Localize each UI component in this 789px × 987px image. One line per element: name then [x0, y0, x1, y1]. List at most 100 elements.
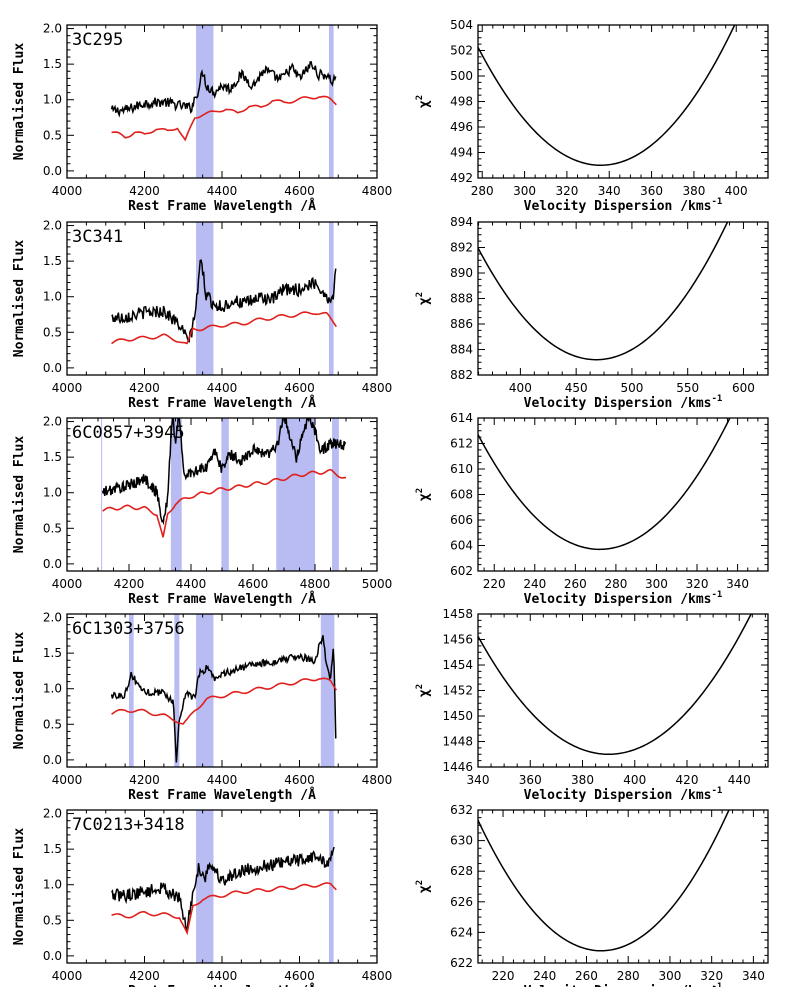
x-tick-label: 4400	[207, 969, 238, 983]
x-tick-label: 300	[513, 184, 536, 198]
y-axis-title: Normalised Flux	[12, 828, 27, 946]
observed-spectrum-line	[110, 60, 337, 118]
y-axis-title: χ2	[415, 488, 432, 501]
y-axis-title: Normalised Flux	[12, 632, 27, 750]
y-axis-title: χ2	[415, 684, 432, 697]
masked-region	[276, 418, 315, 571]
x-tick-label: 4200	[129, 381, 160, 395]
x-tick-label: 340	[467, 773, 490, 787]
y-tick-label: 604	[450, 539, 473, 553]
observed-spectrum-line	[101, 418, 347, 526]
masked-region	[328, 810, 334, 963]
y-tick-label: 0.5	[43, 717, 62, 731]
observed-spectrum-line	[110, 635, 337, 763]
x-tick-label: 280	[471, 184, 494, 198]
x-tick-label: 320	[555, 184, 578, 198]
panel-chi2-3c295: 280 300 320 340 360 380 400 492 494 496 498 500 502 5…	[415, 18, 769, 214]
y-tick-label: 1450	[442, 709, 473, 723]
y-tick-label: 608	[450, 488, 473, 502]
masked-region	[320, 614, 335, 767]
object-name-label: 6C1303+3756	[72, 619, 185, 639]
y-axis-title: χ2	[415, 292, 432, 305]
x-tick-label: 440	[728, 773, 751, 787]
chi2-curve	[478, 25, 736, 167]
y-tick-label: 1.0	[43, 878, 62, 892]
x-tick-label: 400	[623, 773, 646, 787]
y-tick-label: 626	[450, 895, 473, 909]
x-tick-label: 4200	[129, 773, 160, 787]
plot-area	[101, 418, 347, 571]
masked-region	[196, 810, 214, 963]
plot-area	[478, 418, 731, 551]
x-tick-label: 360	[519, 773, 542, 787]
y-tick-label: 2.0	[43, 219, 62, 233]
y-tick-label: 1.5	[43, 57, 62, 71]
y-tick-label: 610	[450, 462, 473, 476]
x-tick-label: 220	[483, 577, 506, 591]
y-tick-label: 1.5	[43, 254, 62, 268]
plot-area	[478, 222, 729, 361]
y-tick-label: 1.0	[43, 682, 62, 696]
y-tick-label: 628	[450, 864, 473, 878]
plot-area	[110, 25, 337, 178]
y-tick-label: 894	[450, 215, 473, 229]
x-axis-title: Rest Frame Wavelength /Å	[128, 591, 316, 607]
x-axis-title: Rest Frame Wavelength /Å	[128, 395, 316, 411]
y-axis-title: χ2	[415, 880, 432, 893]
x-tick-label: 500	[620, 381, 643, 395]
y-tick-label: 1.5	[43, 842, 62, 856]
x-tick-label: 4800	[362, 773, 393, 787]
x-axis-title: Rest Frame Wavelength /Å	[128, 983, 316, 987]
plot-area	[478, 25, 736, 167]
panel-spec-3c341: 4000 4200 4400 4600 4800 0.0 0.5 1.0 1.5 2.0 Rest …	[12, 219, 392, 411]
y-tick-label: 0.5	[43, 128, 62, 142]
template-fit-line	[111, 95, 337, 142]
x-tick-label: 4400	[207, 184, 238, 198]
x-tick-label: 280	[617, 969, 640, 983]
x-tick-label: 4400	[207, 381, 238, 395]
y-tick-label: 1448	[442, 735, 473, 749]
panel-spec-6c1303: 4000 4200 4400 4600 4800 0.0 0.5 1.0 1.5 2.0 Rest …	[12, 611, 392, 803]
masked-region	[196, 614, 214, 767]
y-tick-label: 630	[450, 834, 473, 848]
y-axis-title: Normalised Flux	[12, 436, 27, 554]
plot-area	[110, 810, 337, 963]
y-tick-label: 614	[450, 411, 473, 425]
y-tick-label: 2.0	[43, 611, 62, 625]
template-fit-line	[102, 468, 347, 538]
x-axis-title: Velocity Dispersion /kms-1	[524, 590, 723, 607]
x-tick-label: 4800	[362, 381, 393, 395]
y-tick-label: 892	[450, 241, 473, 255]
x-tick-label: 320	[686, 577, 709, 591]
x-tick-label: 4200	[129, 969, 160, 983]
x-tick-label: 5000	[362, 577, 393, 591]
chi2-curve	[478, 614, 752, 756]
x-tick-label: 300	[658, 969, 681, 983]
y-tick-label: 1458	[442, 607, 473, 621]
template-fit-line	[111, 311, 337, 345]
x-axis-title: Velocity Dispersion /kms-1	[524, 982, 723, 987]
masked-region	[129, 614, 134, 767]
panel-chi2-6c1303: 340 360 380 400 420 440 1446 1448 1450 1452 1454 14…	[415, 607, 769, 803]
x-tick-label: 600	[732, 381, 755, 395]
y-tick-label: 890	[450, 266, 473, 280]
plot-area	[478, 810, 730, 952]
x-tick-label: 240	[533, 969, 556, 983]
x-tick-label: 4200	[114, 577, 145, 591]
object-name-label: 3C341	[72, 227, 123, 247]
x-tick-label: 4400	[207, 773, 238, 787]
y-tick-label: 884	[450, 343, 473, 357]
x-tick-label: 260	[575, 969, 598, 983]
y-tick-label: 0.0	[43, 753, 62, 767]
x-axis-title: Velocity Dispersion /kms-1	[524, 786, 723, 803]
y-tick-label: 0.0	[43, 361, 62, 375]
y-axis-title: Normalised Flux	[12, 240, 27, 358]
y-tick-label: 0.0	[43, 557, 62, 571]
masked-region	[174, 614, 180, 767]
y-axis-title: χ2	[415, 95, 432, 108]
x-tick-label: 4000	[52, 773, 83, 787]
y-tick-label: 2.0	[43, 807, 62, 821]
object-name-label: 7C0213+3418	[72, 815, 185, 835]
y-tick-label: 500	[450, 69, 473, 83]
